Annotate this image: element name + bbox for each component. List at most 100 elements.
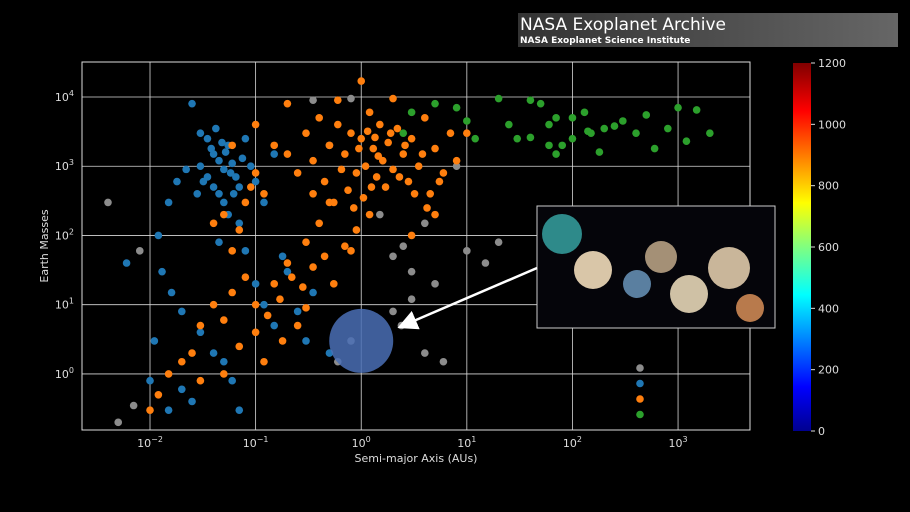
point — [221, 148, 230, 156]
colorbar-label: 0 — [818, 425, 825, 438]
point — [386, 129, 395, 137]
point — [452, 156, 461, 165]
point — [270, 321, 279, 330]
point — [545, 141, 553, 150]
planet — [736, 294, 764, 322]
point — [349, 204, 358, 212]
point — [309, 189, 317, 198]
point — [293, 169, 302, 177]
point — [135, 247, 144, 255]
point — [395, 173, 404, 181]
point — [278, 337, 287, 345]
point — [452, 162, 461, 171]
point — [584, 127, 592, 136]
point — [505, 120, 513, 129]
point — [122, 259, 131, 267]
tick-label: 10−2 — [137, 435, 163, 450]
point — [283, 259, 292, 267]
tick-label: 103 — [669, 435, 688, 450]
point — [389, 165, 397, 174]
x-axis-label: Semi-major Axis (AUs) — [355, 452, 478, 465]
tick-exponent: 1 — [471, 435, 476, 444]
point — [439, 169, 448, 177]
point — [610, 122, 619, 130]
point — [407, 108, 416, 117]
point — [389, 94, 397, 103]
point — [283, 150, 292, 158]
point — [235, 342, 244, 351]
point — [421, 219, 429, 228]
tick-base: 10 — [55, 299, 69, 312]
point — [376, 120, 384, 129]
tick-label: 103 — [55, 158, 74, 173]
point — [471, 134, 479, 143]
point — [220, 370, 228, 378]
point — [276, 295, 284, 304]
point — [352, 226, 361, 234]
point — [439, 357, 448, 366]
point — [215, 238, 223, 246]
point — [315, 114, 324, 122]
point — [228, 288, 236, 297]
point — [235, 406, 244, 414]
point — [619, 117, 627, 125]
planet — [708, 247, 750, 289]
tick-base: 10 — [563, 437, 577, 450]
point — [226, 169, 235, 177]
point — [270, 141, 279, 150]
legend-marker — [636, 410, 644, 419]
tick-exponent: 3 — [683, 435, 688, 444]
point — [363, 127, 372, 136]
tick-exponent: 1 — [69, 297, 74, 306]
point — [287, 273, 296, 281]
point — [435, 177, 444, 186]
point — [552, 114, 560, 122]
point — [196, 162, 205, 171]
point — [330, 280, 338, 288]
tick-exponent: 4 — [69, 89, 74, 98]
point — [302, 238, 310, 246]
point — [154, 390, 163, 399]
legend-marker — [636, 395, 644, 403]
tick-label: 102 — [55, 227, 74, 242]
point — [431, 144, 439, 153]
point — [367, 183, 376, 191]
point — [421, 349, 429, 357]
point — [371, 133, 379, 142]
point — [229, 189, 238, 198]
point — [146, 376, 154, 385]
point — [401, 141, 409, 150]
point — [158, 267, 166, 276]
point — [526, 133, 535, 142]
colorbar-label: 600 — [818, 241, 839, 254]
point — [446, 129, 455, 137]
tick-exponent: 2 — [69, 227, 74, 236]
point — [209, 219, 218, 228]
tick-exponent: 2 — [577, 435, 582, 444]
point — [407, 134, 416, 143]
point — [407, 295, 416, 304]
point — [154, 231, 163, 240]
point — [404, 177, 413, 186]
point — [263, 311, 272, 320]
colorbar-label: 800 — [818, 180, 839, 193]
point — [568, 114, 577, 122]
point — [389, 252, 397, 261]
planet — [645, 241, 677, 273]
point — [600, 124, 609, 133]
point — [376, 210, 384, 219]
point — [283, 99, 292, 108]
legend-marker — [636, 379, 644, 388]
point — [333, 96, 342, 104]
point — [164, 370, 173, 378]
point — [357, 134, 366, 143]
point — [178, 307, 186, 316]
point — [372, 173, 381, 181]
point — [182, 165, 190, 174]
point — [220, 210, 228, 219]
tick-base: 10 — [55, 368, 69, 381]
colorbar-label: 1200 — [818, 57, 846, 70]
header-title: NASA Exoplanet Archive — [520, 15, 726, 35]
point — [355, 144, 363, 153]
